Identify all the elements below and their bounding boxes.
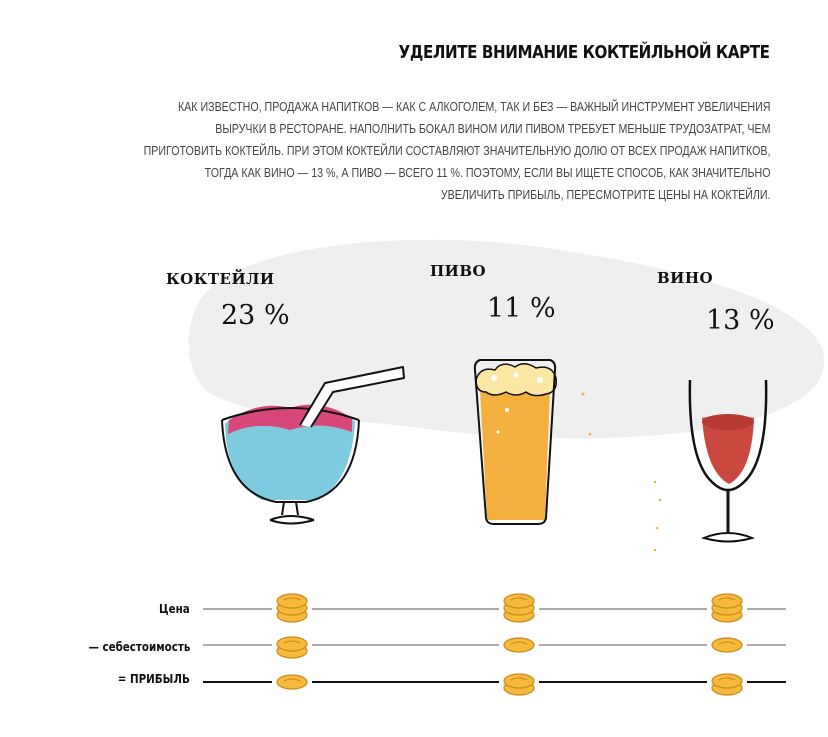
coin-stack-icon — [707, 673, 747, 696]
row-label-profit: = ПРИБЫЛЬ — [117, 672, 190, 686]
coin-stack-icon — [707, 593, 747, 623]
cocktail-glass-icon — [221, 366, 405, 525]
intro-line: УВЕЛИЧИТЬ ПРИБЫЛЬ, ПЕРЕСМОТРИТЕ ЦЕНЫ НА … — [440, 187, 770, 202]
profit-rows — [203, 593, 786, 696]
intro-line: ПРИГОТОВИТЬ КОКТЕЙЛЬ. ПРИ ЭТОМ КОКТЕЙЛИ … — [143, 143, 770, 158]
coin-stack-icon — [707, 637, 747, 653]
wine-label: ВИНО — [657, 269, 714, 287]
wine-share: 13 % — [706, 305, 775, 336]
page-title: УДЕЛИТЕ ВНИМАНИЕ КОКТЕЙЛЬНОЙ КАРТЕ — [399, 42, 770, 63]
cocktail-share: 23 % — [221, 300, 290, 331]
row-label-cost: — себестоимость — [88, 640, 190, 654]
coin-stack-icon — [499, 673, 539, 696]
coin-stack-icon — [499, 637, 539, 653]
coin-stack-icon — [499, 593, 539, 623]
wine-glass-icon — [653, 379, 768, 552]
coin-stack-icon — [272, 636, 312, 659]
beer-glass-icon — [473, 359, 592, 525]
beer-label: ПИВО — [430, 262, 487, 280]
intro-line: ТОГДА КАК ВИНО — 13 %, А ПИВО — ВСЕГО 11… — [204, 165, 771, 180]
coin-stack-icon — [272, 593, 312, 623]
row-label-price: Цена — [159, 602, 190, 616]
coin-stack-icon — [272, 674, 312, 690]
intro-line: КАК ИЗВЕСТНО, ПРОДАЖА НАПИТКОВ — КАК С А… — [177, 99, 770, 114]
intro-text: КАК ИЗВЕСТНО, ПРОДАЖА НАПИТКОВ — КАК С А… — [6, 96, 771, 206]
cocktail-label: КОКТЕЙЛИ — [166, 270, 275, 288]
intro-line: ВЫРУЧКИ В РЕСТОРАНЕ. НАПОЛНИТЬ БОКАЛ ВИН… — [214, 121, 770, 136]
beer-share: 11 % — [487, 293, 556, 324]
